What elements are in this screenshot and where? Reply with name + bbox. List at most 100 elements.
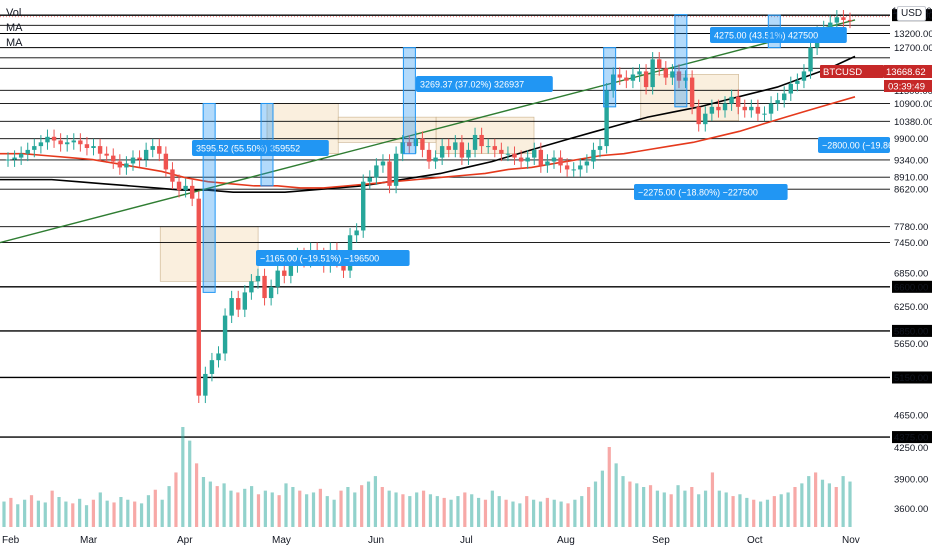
candle-body [91,146,96,148]
candle-body [643,71,649,88]
volume-bar [635,483,639,527]
zone-3 [435,116,535,155]
volume-bar [552,499,556,527]
measure-label-bg-4 [710,27,847,43]
volume-bar [800,483,804,527]
volume-bar [614,463,618,527]
legend-vol: Vol [6,7,22,19]
price-tick-label: 3900.00 [894,475,928,486]
volume-bar [580,496,584,527]
volume-bar [332,499,336,527]
volume-bar [731,496,735,527]
volume-bar [456,496,460,527]
candle-body [65,142,70,145]
time-axis[interactable]: Feb Mar Apr May Jun Jul Aug Sep Oct Nov [2,535,860,546]
volume-bar [463,492,467,527]
price-tick-label: 5850.00 [894,326,928,337]
candle-body [288,265,294,276]
candle-body [282,270,287,276]
volume-bar [243,488,247,527]
candles [5,10,853,404]
measure-label-bg-1 [256,250,410,266]
volume-bar [284,483,288,527]
candle-body [578,165,583,170]
candle-body [604,90,609,147]
candle-body [716,106,721,111]
volume-bar [642,487,646,527]
candle-body [735,96,741,107]
volume-bar [758,501,763,527]
volume-bar [2,501,6,527]
volume-bar [786,492,790,527]
candle-body [525,157,530,162]
candle-body [38,142,44,147]
candle-body [755,106,761,114]
candle-body [505,153,511,155]
candle-body [222,315,228,354]
legend-ma-2: MA [6,37,23,49]
candle-body [45,136,50,143]
volume-bar [153,489,157,527]
volume-bar [64,501,68,527]
candle-body [538,149,544,166]
volume-bar [23,499,27,527]
volume-bar [690,487,694,527]
volume-bar [607,447,611,527]
candle-body [545,161,550,166]
measure-box-0 [202,102,216,293]
currency-button[interactable]: USD [897,6,927,21]
measure-label-5: −2800.00 (−19.86 [822,141,893,151]
time-tick-label: May [272,535,291,546]
chart-legend: Vol MA MA [6,6,23,51]
measure-label-3: −2275.00 (−18.80%) −227500 [638,188,758,198]
volume-bar [703,490,708,527]
measure-label-0: 3595.52 (55.50%) 359552 [196,144,300,154]
volume-bar [518,503,522,527]
candle-body [176,181,182,191]
measure-label-4: 4275.00 (43.51%) 427500 [714,31,818,41]
volume-bar [848,481,852,527]
candle-body [689,77,695,107]
volume-bar [669,494,673,527]
time-tick-label: Jun [368,535,384,546]
candle-body [518,157,524,162]
candle-body [117,161,123,168]
candle-body [453,142,458,150]
volume-bar [311,492,316,527]
volume-bar [387,490,391,527]
volume-bar [9,497,13,527]
volume-bar [318,488,322,527]
volume-bar [511,501,515,527]
candle-body [597,146,603,150]
candle-body [788,83,793,94]
ma-line-1 [0,55,856,194]
candle-body [676,71,682,81]
candle-body [512,153,517,158]
volume-bar [408,496,412,527]
candle-body [407,142,412,147]
volume-bar [277,495,281,527]
candle-body [380,161,386,166]
time-tick-label: Sep [652,535,670,546]
volume-bar [717,490,721,527]
zone-4 [640,74,739,121]
volume-bar [91,499,96,527]
price-axis[interactable]: 13880.0013200.0012700.0012000.0011300.00… [892,6,932,515]
volume-bar [587,487,591,527]
volume-bar [497,496,501,527]
volume-bar [298,490,302,527]
volume-bar [215,486,219,527]
volume-bar [133,501,137,527]
trend-line [0,19,856,244]
candle-body [71,140,76,143]
volume-bar [139,503,144,527]
candle-body [255,275,261,282]
volume-bar [621,476,625,527]
price-tick-label: 4650.00 [894,410,928,421]
measure-label-1: −1165.00 (−19.51%) −196500 [260,254,379,264]
candle-body [196,198,201,396]
volume-bar [765,499,770,527]
volume-bar [476,497,481,527]
